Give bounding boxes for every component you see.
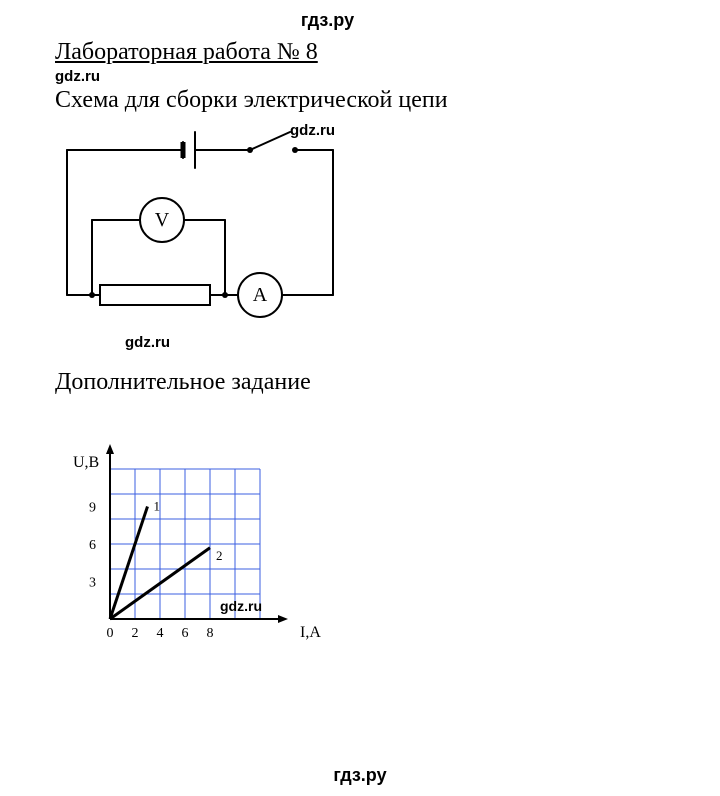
svg-text:8: 8 [207, 626, 214, 641]
svg-text:gdz.ru: gdz.ru [220, 598, 262, 614]
svg-text:6: 6 [182, 626, 189, 641]
watermark-bottom: гдз.ру [0, 765, 720, 786]
svg-text:I,А: I,А [300, 624, 321, 641]
watermark-top: гдз.ру [0, 10, 600, 31]
svg-text:4: 4 [157, 626, 164, 641]
svg-text:A: A [253, 284, 268, 306]
svg-text:0: 0 [107, 626, 114, 641]
uv-chart: 0 2 4 6 8 3 6 9 U,В I,А 1 2 gdz.ru [55, 424, 415, 654]
svg-text:6: 6 [89, 538, 96, 553]
watermark-small-1: gdz.ru [55, 68, 720, 85]
svg-text:1: 1 [154, 499, 161, 514]
circuit-diagram: AV [55, 120, 365, 330]
svg-text:2: 2 [132, 626, 139, 641]
additional-title: Дополнительное задание [55, 369, 720, 396]
page-title: Лабораторная работа № 8 [55, 39, 720, 66]
watermark-below-circuit: gdz.ru [125, 334, 720, 351]
svg-text:U,В: U,В [73, 454, 99, 471]
circuit-subtitle: Схема для сборки электрической цепи [55, 87, 720, 114]
svg-text:9: 9 [89, 501, 96, 516]
svg-text:3: 3 [89, 576, 96, 591]
svg-text:2: 2 [216, 548, 223, 563]
svg-text:V: V [155, 209, 170, 231]
